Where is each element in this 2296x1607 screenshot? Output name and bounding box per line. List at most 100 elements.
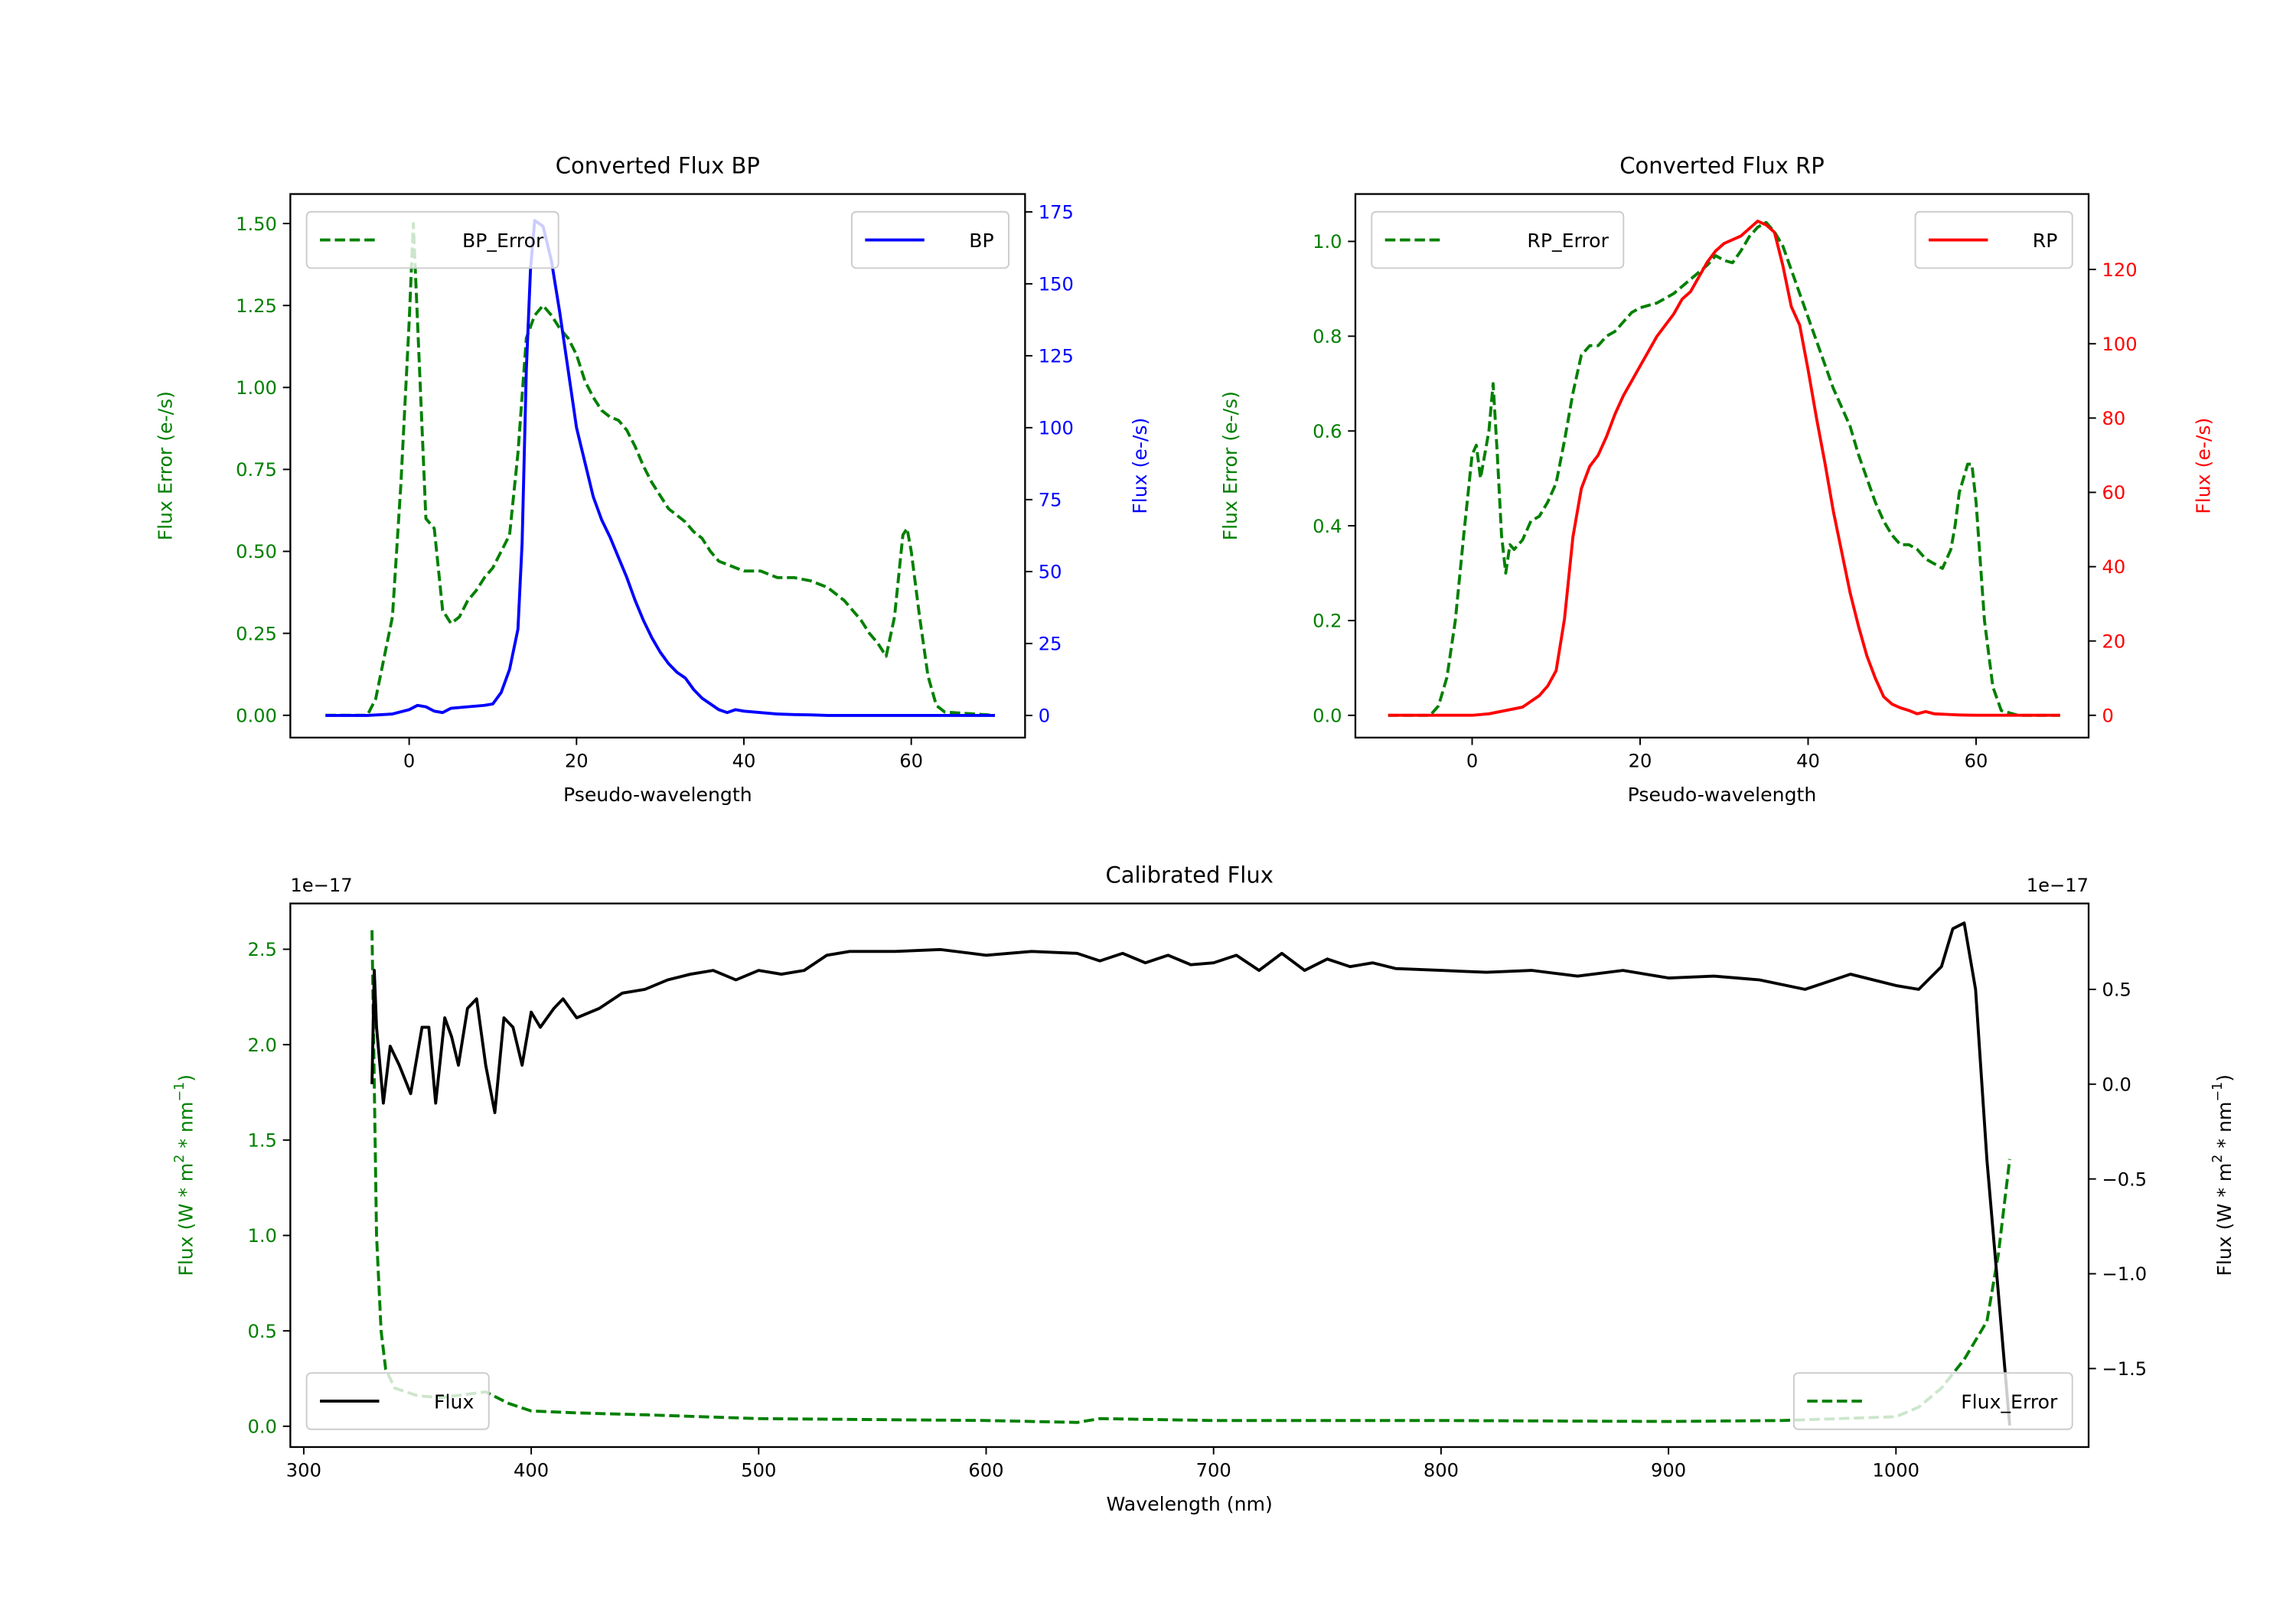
y-left-tick-label: 0.75: [236, 459, 277, 481]
legend-box: [1371, 210, 1625, 269]
legend-left: RP_Error: [1371, 210, 1625, 269]
y-right-tick-label: 80: [2102, 408, 2125, 429]
y-left-axis-label: Flux Error (e-/s): [1219, 391, 1241, 540]
y-right-tick-label: 0.0: [2102, 1074, 2131, 1095]
y-left-tick-label: 1.00: [236, 377, 277, 399]
series-flux-error-line: [370, 930, 2011, 1424]
y-left-tick-label: 0.25: [236, 623, 277, 644]
y-right-tick-label: 20: [2102, 631, 2125, 652]
y-right-tick-label: 75: [1039, 490, 1062, 511]
y-right-offset-text: 1e−17: [2027, 875, 2089, 896]
y-left-tick-label: 0.0: [247, 1416, 276, 1438]
y-right-tick-label: −1.0: [2102, 1263, 2147, 1285]
x-tick-label: 500: [741, 1460, 776, 1482]
legend-label: RP: [2033, 230, 2058, 252]
axes-frame: [1354, 193, 2090, 739]
series-bp-error-line: [325, 222, 996, 717]
legend-box: [1914, 210, 2073, 269]
y-right-tick-label: 125: [1039, 346, 1074, 367]
y-right-tick-label: 100: [1039, 418, 1074, 439]
x-tick-label: 700: [1196, 1460, 1231, 1482]
x-axis-label: Wavelength (nm): [1107, 1493, 1273, 1515]
legend-box: [1792, 1372, 2073, 1430]
y-left-offset-text: 1e−17: [290, 875, 352, 896]
x-tick-label: 600: [968, 1460, 1003, 1482]
y-right-tick-label: −0.5: [2102, 1169, 2147, 1190]
x-tick-label: 60: [899, 751, 923, 772]
x-tick-label: 0: [1466, 751, 1478, 772]
chart-title: Converted Flux RP: [1619, 152, 1824, 178]
y-right-tick-label: 100: [2102, 334, 2137, 355]
y-left-axis-label: Flux (W * m2 * nm−1): [172, 1074, 197, 1276]
legend-right: Flux_Error: [1792, 1372, 2073, 1430]
y-left-tick-label: 1.5: [247, 1130, 276, 1152]
y-right-tick-label: 40: [2102, 556, 2125, 578]
y-left-tick-label: 0.50: [236, 541, 277, 562]
legend-box: [850, 210, 1010, 269]
y-right-tick-label: 0: [2102, 705, 2113, 726]
y-right-axis-label: Flux (e-/s): [1129, 418, 1151, 514]
legend-left: BP_Error: [305, 210, 559, 269]
superscript: −1: [172, 1082, 188, 1102]
y-left-tick-label: 0.0: [1313, 705, 1342, 726]
legend-box: [305, 210, 559, 269]
legend-right: RP: [1914, 210, 2073, 269]
legend-label: Flux_Error: [1961, 1391, 2058, 1413]
y-right-tick-label: 50: [1039, 562, 1062, 583]
y-right-tick-label: 120: [2102, 259, 2137, 281]
y-left-tick-label: 0.5: [247, 1321, 276, 1342]
series-bp-line: [325, 219, 995, 717]
legend-left: Flux: [305, 1372, 490, 1430]
y-right-tick-label: 150: [1039, 274, 1074, 295]
y-left-tick-label: 0.00: [236, 705, 277, 726]
rp-panel: 0 20 40 60 0.0 0.2 0.4 0.6 0.8 1.0 0 20 40 60 80 100 120…: [1219, 152, 2215, 806]
label-part: ): [2213, 1074, 2236, 1082]
y-right-tick-label: −1.5: [2102, 1358, 2147, 1380]
label-part: * nm: [2213, 1101, 2236, 1154]
y-left-tick-label: 0.4: [1313, 516, 1342, 537]
x-tick-label: 1000: [1873, 1460, 1920, 1482]
y-left-tick-label: 1.0: [247, 1225, 276, 1247]
superscript: −1: [2210, 1082, 2226, 1102]
label-part: ): [175, 1074, 197, 1082]
label-part: * nm: [175, 1101, 197, 1154]
y-left-tick-label: 1.0: [1313, 231, 1342, 253]
legend-label: Flux: [434, 1391, 474, 1413]
series-flux-line: [370, 921, 2011, 1426]
bp-panel: 0 20 40 60 0.00 0.25 0.50 0.75 1.00 1.25 1.50 0 25 50…: [155, 152, 1152, 806]
axes-frame: [289, 193, 1026, 739]
x-tick-label: 60: [1965, 751, 1988, 772]
y-left-tick-label: 2.5: [247, 939, 276, 960]
y-right-tick-label: 25: [1039, 634, 1062, 655]
x-tick-label: 400: [514, 1460, 549, 1482]
x-tick-label: 40: [732, 751, 756, 772]
y-right-tick-label: 0: [1039, 706, 1050, 727]
legend-box: [305, 1372, 490, 1430]
x-tick-label: 300: [286, 1460, 321, 1482]
legend-label: BP_Error: [462, 230, 544, 252]
x-axis-label: Pseudo-wavelength: [563, 784, 752, 806]
y-left-tick-label: 2.0: [247, 1035, 276, 1056]
y-left-tick-label: 0.2: [1313, 611, 1342, 632]
calibrated-panel: 300 400 500 600 700 800 900 1000 0.0 0.5 1.0 1.5 2.0…: [172, 862, 2236, 1516]
y-left-tick-label: 1.50: [236, 214, 277, 235]
y-left-tick-label: 1.25: [236, 295, 277, 317]
x-tick-label: 800: [1424, 1460, 1459, 1482]
x-tick-label: 20: [565, 751, 589, 772]
legend-right: BP: [850, 210, 1010, 269]
y-right-tick-label: 0.5: [2102, 980, 2131, 1001]
series-rp-line: [1388, 220, 2060, 717]
x-tick-label: 900: [1651, 1460, 1686, 1482]
x-axis-label: Pseudo-wavelength: [1628, 784, 1817, 806]
label-part: Flux (W * m: [175, 1163, 197, 1276]
legend-label: BP: [969, 230, 993, 252]
superscript: 2: [172, 1155, 188, 1163]
x-tick-label: 40: [1796, 751, 1820, 772]
superscript: 2: [2210, 1155, 2226, 1163]
x-tick-label: 0: [403, 751, 415, 772]
y-right-axis-label: Flux (W * m2 * nm−1): [2210, 1074, 2236, 1276]
y-right-axis-label: Flux (e-/s): [2193, 418, 2215, 514]
x-tick-label: 20: [1629, 751, 1652, 772]
label-part: Flux (W * m: [2213, 1163, 2236, 1276]
